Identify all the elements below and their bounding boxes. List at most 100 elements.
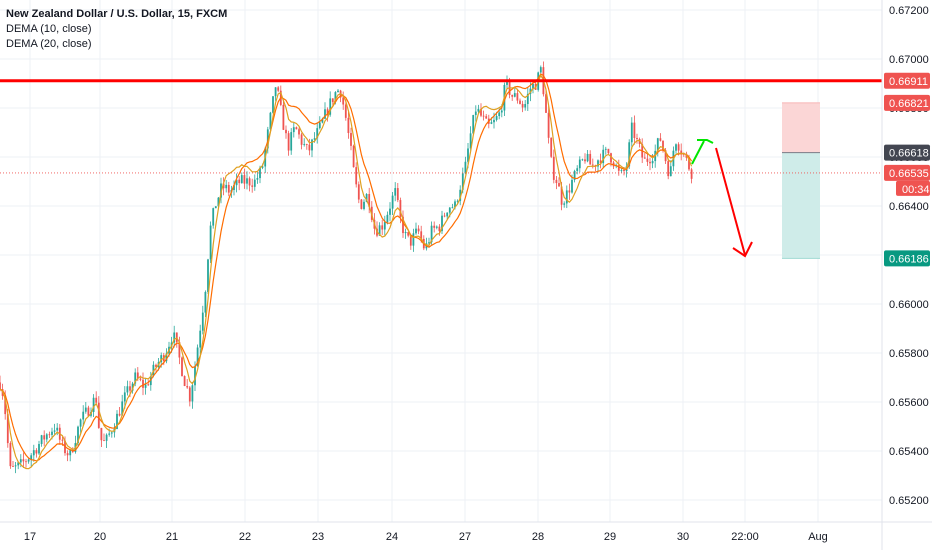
candle-body [394, 188, 397, 196]
countdown-label: 00:34 [902, 184, 930, 196]
candle-body [430, 225, 433, 243]
candle-body [493, 119, 495, 123]
candle-body [282, 104, 285, 130]
candle-body [126, 386, 129, 393]
dema-20-line [0, 73, 693, 462]
candle-body [360, 199, 363, 209]
candle-body [300, 134, 303, 145]
candle-body [183, 376, 186, 386]
candle-body [568, 190, 571, 193]
candle-body [298, 129, 300, 135]
dema-10-line [0, 74, 693, 470]
candle-body [459, 189, 462, 201]
candle-body [467, 148, 469, 162]
candle-body [142, 379, 144, 388]
candle-body [248, 178, 251, 186]
resistance-price-label-bg [884, 72, 930, 89]
candle-body [675, 144, 677, 151]
candle-body [597, 160, 599, 167]
candle-body [409, 235, 412, 246]
candle-body [602, 149, 605, 164]
candle-body [636, 137, 638, 140]
candle-body [243, 175, 246, 184]
candle-body [196, 347, 199, 367]
candle-body [87, 407, 90, 416]
candle-body [110, 432, 113, 434]
candle-body [186, 385, 189, 388]
candle-body [355, 167, 358, 185]
countdown-bg [896, 180, 930, 196]
candle-body [285, 129, 287, 134]
long-short-position-zones[interactable] [782, 102, 820, 259]
candle-body [495, 116, 498, 120]
candle-body [103, 440, 105, 442]
candle-body [292, 127, 295, 133]
y-tick-label: 0.65800 [889, 348, 929, 360]
chart-legend: New Zealand Dollar / U.S. Dollar, 15, FX… [6, 7, 227, 52]
candle-body [620, 169, 623, 171]
user-drawings[interactable] [0, 79, 882, 258]
target-price-label-bg [884, 250, 930, 267]
x-tick-label: 22:00 [731, 531, 759, 543]
candle-body [396, 188, 399, 201]
candle-body [92, 397, 95, 412]
candle-body [532, 83, 534, 89]
candle-body [680, 150, 683, 154]
candle-body [469, 133, 472, 149]
candle-body [420, 231, 423, 239]
candle-body [9, 443, 12, 467]
candle-body [308, 144, 311, 151]
candle-body [209, 225, 212, 260]
candle-body [547, 112, 550, 138]
candle-body [123, 392, 126, 402]
candle-body [363, 201, 365, 209]
candle-body [513, 93, 516, 97]
take-profit-zone[interactable] [782, 152, 820, 259]
candle-body [417, 228, 420, 232]
candle-body [415, 228, 417, 234]
x-tick-label: 22 [239, 531, 251, 543]
candle-body [235, 179, 238, 186]
candle-body [565, 190, 568, 204]
candle-body [240, 175, 243, 184]
candle-body [217, 197, 220, 207]
candle-body [194, 366, 196, 386]
candle-body [573, 170, 576, 180]
candle-body [79, 419, 82, 427]
candle-body [238, 179, 241, 184]
candle-body [17, 462, 20, 466]
candle-body [290, 132, 293, 151]
candle-body [105, 434, 108, 441]
candle-body [428, 242, 430, 244]
candle-body [38, 444, 40, 454]
candle-body [45, 434, 48, 440]
candle-body [438, 226, 441, 232]
candle-body [321, 118, 324, 123]
candle-body [649, 161, 651, 164]
x-tick-label: 28 [532, 531, 544, 543]
candle-body [357, 184, 360, 200]
candle-body [118, 413, 121, 416]
stop-price-label-bg [884, 94, 930, 111]
candle-body [40, 435, 43, 445]
dema-lines [0, 73, 693, 470]
candle-body [500, 110, 503, 113]
candle-body [295, 127, 298, 130]
y-tick-label: 0.67000 [889, 54, 929, 66]
candle-body [305, 144, 308, 145]
candlestick-series [0, 61, 693, 474]
x-tick-label: 24 [386, 531, 398, 543]
candle-body [129, 386, 131, 391]
candle-body [131, 383, 134, 391]
candle-body [108, 433, 111, 435]
candle-body [337, 90, 339, 93]
candle-body [82, 411, 85, 420]
stop-loss-zone[interactable] [782, 102, 820, 153]
candle-body [188, 387, 191, 402]
forecast-arrows[interactable] [691, 139, 753, 258]
y-tick-label: 0.66400 [889, 201, 929, 213]
candle-body [30, 455, 33, 460]
candle-body [519, 100, 521, 104]
